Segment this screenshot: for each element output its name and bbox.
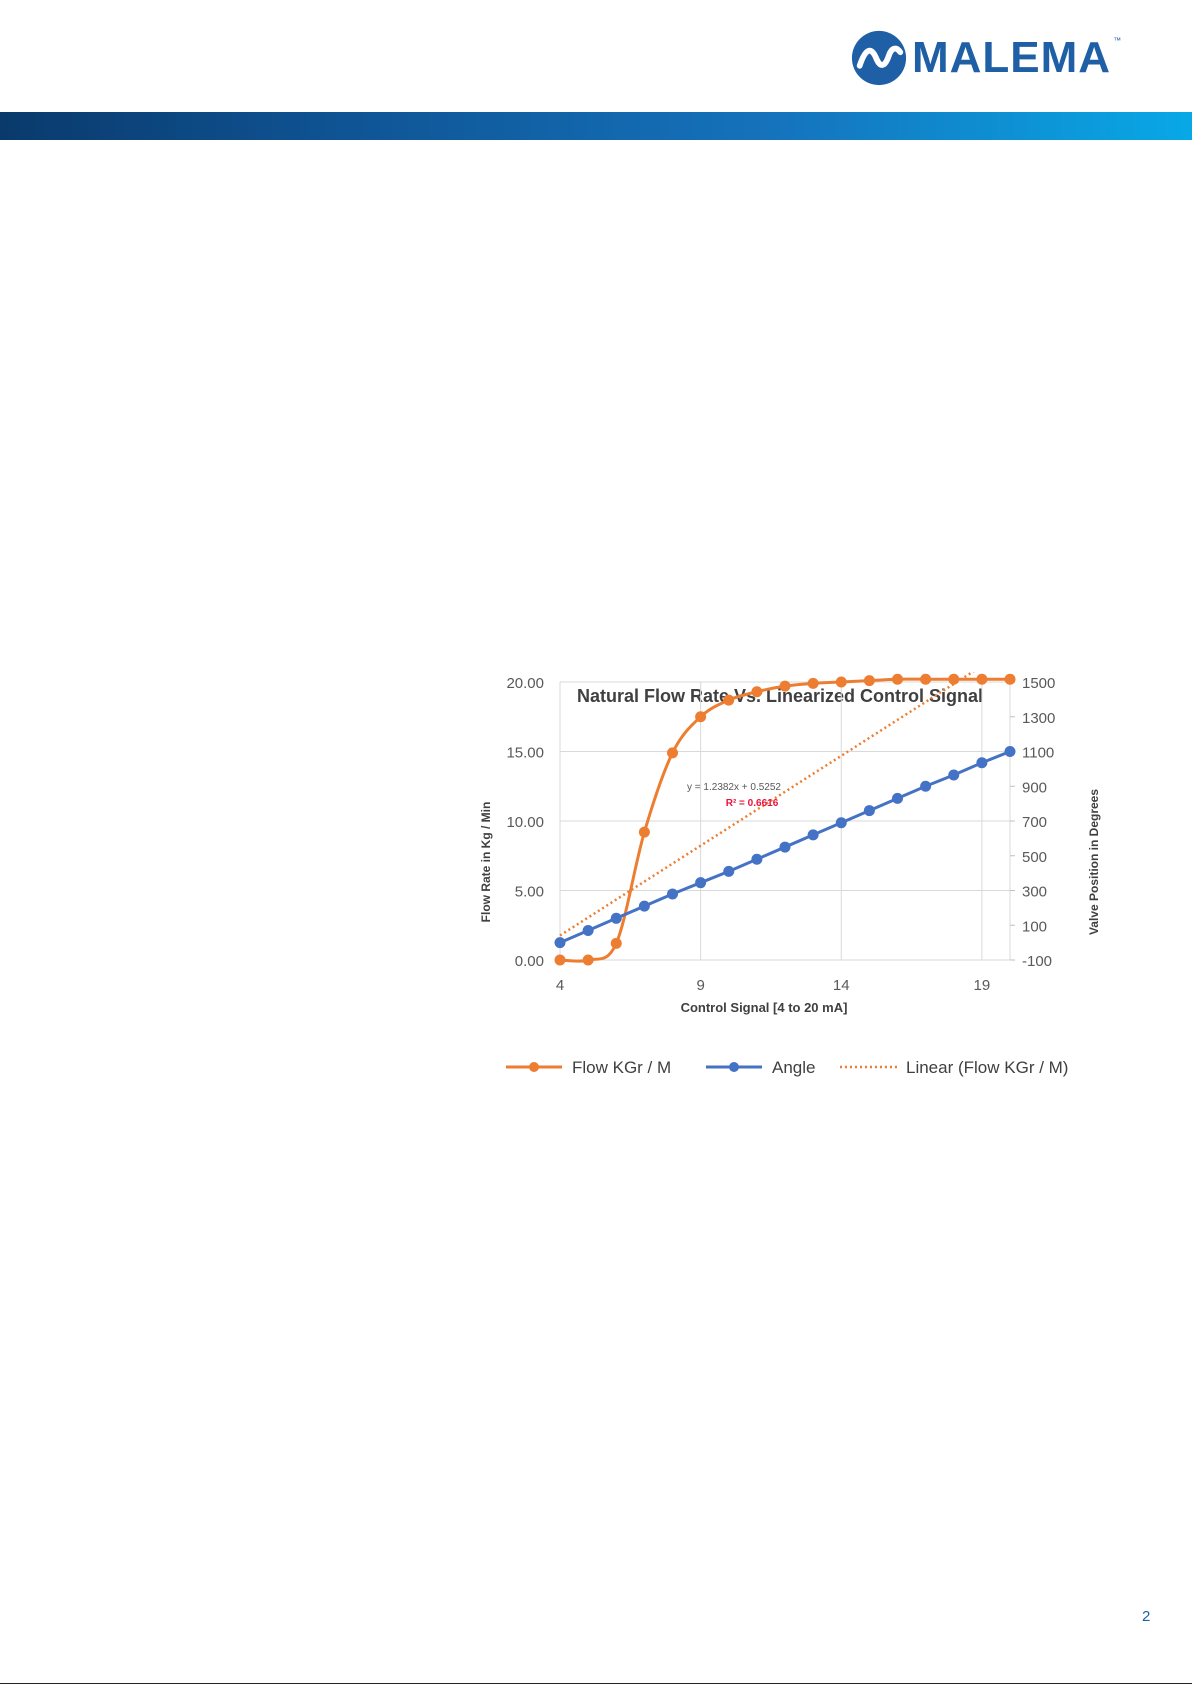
trendline-label: y = 1.2382x + 0.5252 R² = 0.6616 (687, 782, 781, 809)
data-point-angle (807, 829, 819, 841)
data-point-angle (920, 780, 932, 792)
data-point-angle (554, 937, 566, 949)
chart-title: Natural Flow Rate Vs. Linearized Control… (577, 686, 983, 706)
data-point-flow (948, 673, 960, 685)
y-left-tick-label: 5.00 (515, 884, 544, 901)
trendline-equation: y = 1.2382x + 0.5252 (687, 782, 781, 793)
data-point-angle (948, 769, 960, 781)
y-right-tick-label: 500 (1022, 849, 1047, 866)
y-right-tick-label: 1300 (1022, 710, 1055, 727)
data-point-flow (751, 686, 763, 698)
brand-name: MALEMA (912, 33, 1112, 82)
legend-label-flow: Flow KGr / M (572, 1058, 671, 1077)
data-point-angle (695, 877, 707, 889)
malema-logo-icon (851, 30, 907, 86)
x-tick-label: 4 (556, 977, 564, 994)
grid-lines (559, 681, 1011, 961)
data-point-flow (920, 673, 932, 685)
data-point-flow (863, 675, 875, 687)
data-point-flow (976, 673, 988, 685)
y-right-tick-label: 900 (1022, 779, 1047, 796)
data-point-flow (638, 826, 650, 838)
x-tick-label: 9 (696, 977, 704, 994)
data-point-flow (1004, 673, 1016, 685)
legend-item-flow: Flow KGr / M (506, 1058, 671, 1077)
header-gradient-bar (0, 112, 1192, 140)
trendline-r-squared: R² = 0.6616 (726, 798, 779, 809)
y-axis-left-label: Flow Rate in Kg / Min (479, 802, 493, 923)
footer-rule (0, 1683, 1192, 1684)
y-axis-right-label: Valve Position in Degrees (1087, 789, 1101, 935)
data-point-flow (610, 937, 622, 949)
data-point-angle (610, 912, 622, 924)
legend-label-linear: Linear (Flow KGr / M) (906, 1058, 1068, 1077)
y-left-tick-label: 0.00 (515, 953, 544, 970)
data-point-flow (892, 673, 903, 685)
trademark-symbol: ™ (1113, 35, 1122, 45)
data-point-angle (638, 900, 650, 912)
data-point-flow (807, 677, 819, 689)
flow-rate-chart: Natural Flow Rate Vs. Linearized Control… (470, 669, 1110, 1092)
data-point-angle (751, 853, 763, 865)
series-line-flow (559, 677, 1010, 963)
y-left-tick-label: 20.00 (506, 675, 544, 692)
y-left-tick-label: 10.00 (506, 814, 544, 831)
x-tick-label: 19 (974, 977, 991, 994)
legend-item-linear: Linear (Flow KGr / M) (840, 1058, 1068, 1077)
data-point-angle (667, 888, 678, 900)
data-point-flow (695, 711, 707, 723)
x-axis-label: Control Signal [4 to 20 mA] (681, 1000, 848, 1015)
data-point-angle (835, 817, 847, 829)
data-point-flow (723, 694, 735, 706)
data-point-angle (863, 805, 875, 817)
y-right-tick-label: 300 (1022, 884, 1047, 901)
page-number: 2 (1142, 1608, 1151, 1625)
data-point-angle (1004, 746, 1016, 757)
y-right-tick-label: 1100 (1022, 745, 1054, 762)
axis-ticks: 0.00 5.00 10.00 15.00 20.00 4 9 14 19 -100 100 300 5… (506, 675, 1055, 994)
data-point-flow (582, 954, 594, 966)
x-tick-label: 14 (833, 977, 850, 994)
data-point-angle (723, 865, 735, 877)
y-right-tick-label: 100 (1022, 918, 1047, 935)
y-right-tick-label: -100 (1022, 953, 1052, 970)
data-point-angle (892, 792, 903, 804)
y-right-tick-label: 700 (1022, 814, 1047, 831)
data-point-angle (976, 757, 988, 769)
data-point-flow (835, 676, 847, 688)
y-right-tick-label: 1500 (1022, 675, 1055, 692)
legend-label-angle: Angle (772, 1058, 815, 1077)
data-point-angle (582, 924, 594, 936)
legend-item-angle: Angle (706, 1058, 815, 1077)
chart-svg: Natural Flow Rate Vs. Linearized Control… (479, 669, 1101, 1077)
data-point-angle (779, 841, 791, 853)
data-point-flow (779, 680, 791, 692)
y-left-tick-label: 15.00 (506, 745, 544, 762)
brand-logo: MALEMA ™ (850, 28, 1121, 88)
data-point-flow (554, 954, 566, 966)
data-point-flow (667, 747, 678, 759)
chart-legend: Flow KGr / M Angle Linear (Flow KGr / M) (506, 1058, 1068, 1077)
series-layer (554, 673, 1016, 966)
